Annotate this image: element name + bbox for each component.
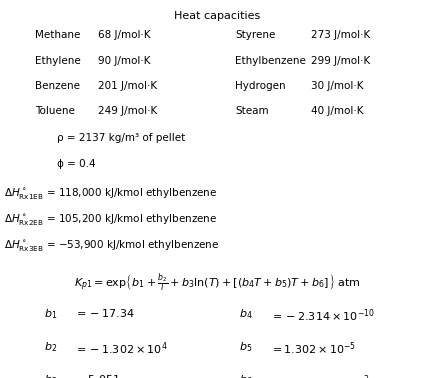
- Text: $b_5$: $b_5$: [239, 340, 252, 354]
- Text: Benzene: Benzene: [35, 81, 79, 91]
- Text: $b_3$: $b_3$: [43, 373, 57, 378]
- Text: 30 J/mol·K: 30 J/mol·K: [310, 81, 363, 91]
- Text: 201 J/mol·K: 201 J/mol·K: [98, 81, 157, 91]
- Text: ϕ = 0.4: ϕ = 0.4: [56, 159, 95, 169]
- Text: $b_1$: $b_1$: [43, 307, 57, 321]
- Text: Hydrogen: Hydrogen: [234, 81, 285, 91]
- Text: $K_{p1} = \exp\!\left\{b_1 + \frac{b_2}{T} + b_3\ln(T) + [(b_4 T+b_5)T+b_6]\righ: $K_{p1} = \exp\!\left\{b_1 + \frac{b_2}{…: [74, 271, 360, 294]
- Text: 299 J/mol·K: 299 J/mol·K: [310, 56, 369, 65]
- Text: 273 J/mol·K: 273 J/mol·K: [310, 30, 369, 40]
- Text: Toluene: Toluene: [35, 106, 75, 116]
- Text: $\Delta H^\circ_{\rm Rx1EB}$ = 118,000 kJ/kmol ethylbenzene: $\Delta H^\circ_{\rm Rx1EB}$ = 118,000 k…: [4, 186, 217, 201]
- Text: 90 J/mol·K: 90 J/mol·K: [98, 56, 150, 65]
- Text: $= 5.051$: $= 5.051$: [74, 373, 120, 378]
- Text: $= -1.302\times10^{4}$: $= -1.302\times10^{4}$: [74, 340, 167, 357]
- Text: Methane: Methane: [35, 30, 80, 40]
- Text: $\Delta H^\circ_{\rm Rx3EB}$ = −53,900 kJ/kmol ethylbenzene: $\Delta H^\circ_{\rm Rx3EB}$ = −53,900 k…: [4, 238, 219, 253]
- Text: 68 J/mol·K: 68 J/mol·K: [98, 30, 150, 40]
- Text: $= -4.931\times10^{-3}$: $= -4.931\times10^{-3}$: [269, 373, 369, 378]
- Text: $= -17.34$: $= -17.34$: [74, 307, 134, 319]
- Text: $b_4$: $b_4$: [239, 307, 252, 321]
- Text: 40 J/mol·K: 40 J/mol·K: [310, 106, 363, 116]
- Text: ρ = 2137 kg/m³ of pellet: ρ = 2137 kg/m³ of pellet: [56, 133, 184, 143]
- Text: 249 J/mol·K: 249 J/mol·K: [98, 106, 157, 116]
- Text: Ethylbenzene: Ethylbenzene: [234, 56, 305, 65]
- Text: $b_2$: $b_2$: [43, 340, 56, 354]
- Text: $= -2.314\times10^{-10}$: $= -2.314\times10^{-10}$: [269, 307, 374, 324]
- Text: $\Delta H^\circ_{\rm Rx2EB}$ = 105,200 kJ/kmol ethylbenzene: $\Delta H^\circ_{\rm Rx2EB}$ = 105,200 k…: [4, 212, 217, 227]
- Text: $= 1.302\times10^{-5}$: $= 1.302\times10^{-5}$: [269, 340, 355, 357]
- Text: Heat capacities: Heat capacities: [174, 11, 260, 20]
- Text: Styrene: Styrene: [234, 30, 275, 40]
- Text: Steam: Steam: [234, 106, 268, 116]
- Text: Ethylene: Ethylene: [35, 56, 80, 65]
- Text: $b_6$: $b_6$: [239, 373, 252, 378]
